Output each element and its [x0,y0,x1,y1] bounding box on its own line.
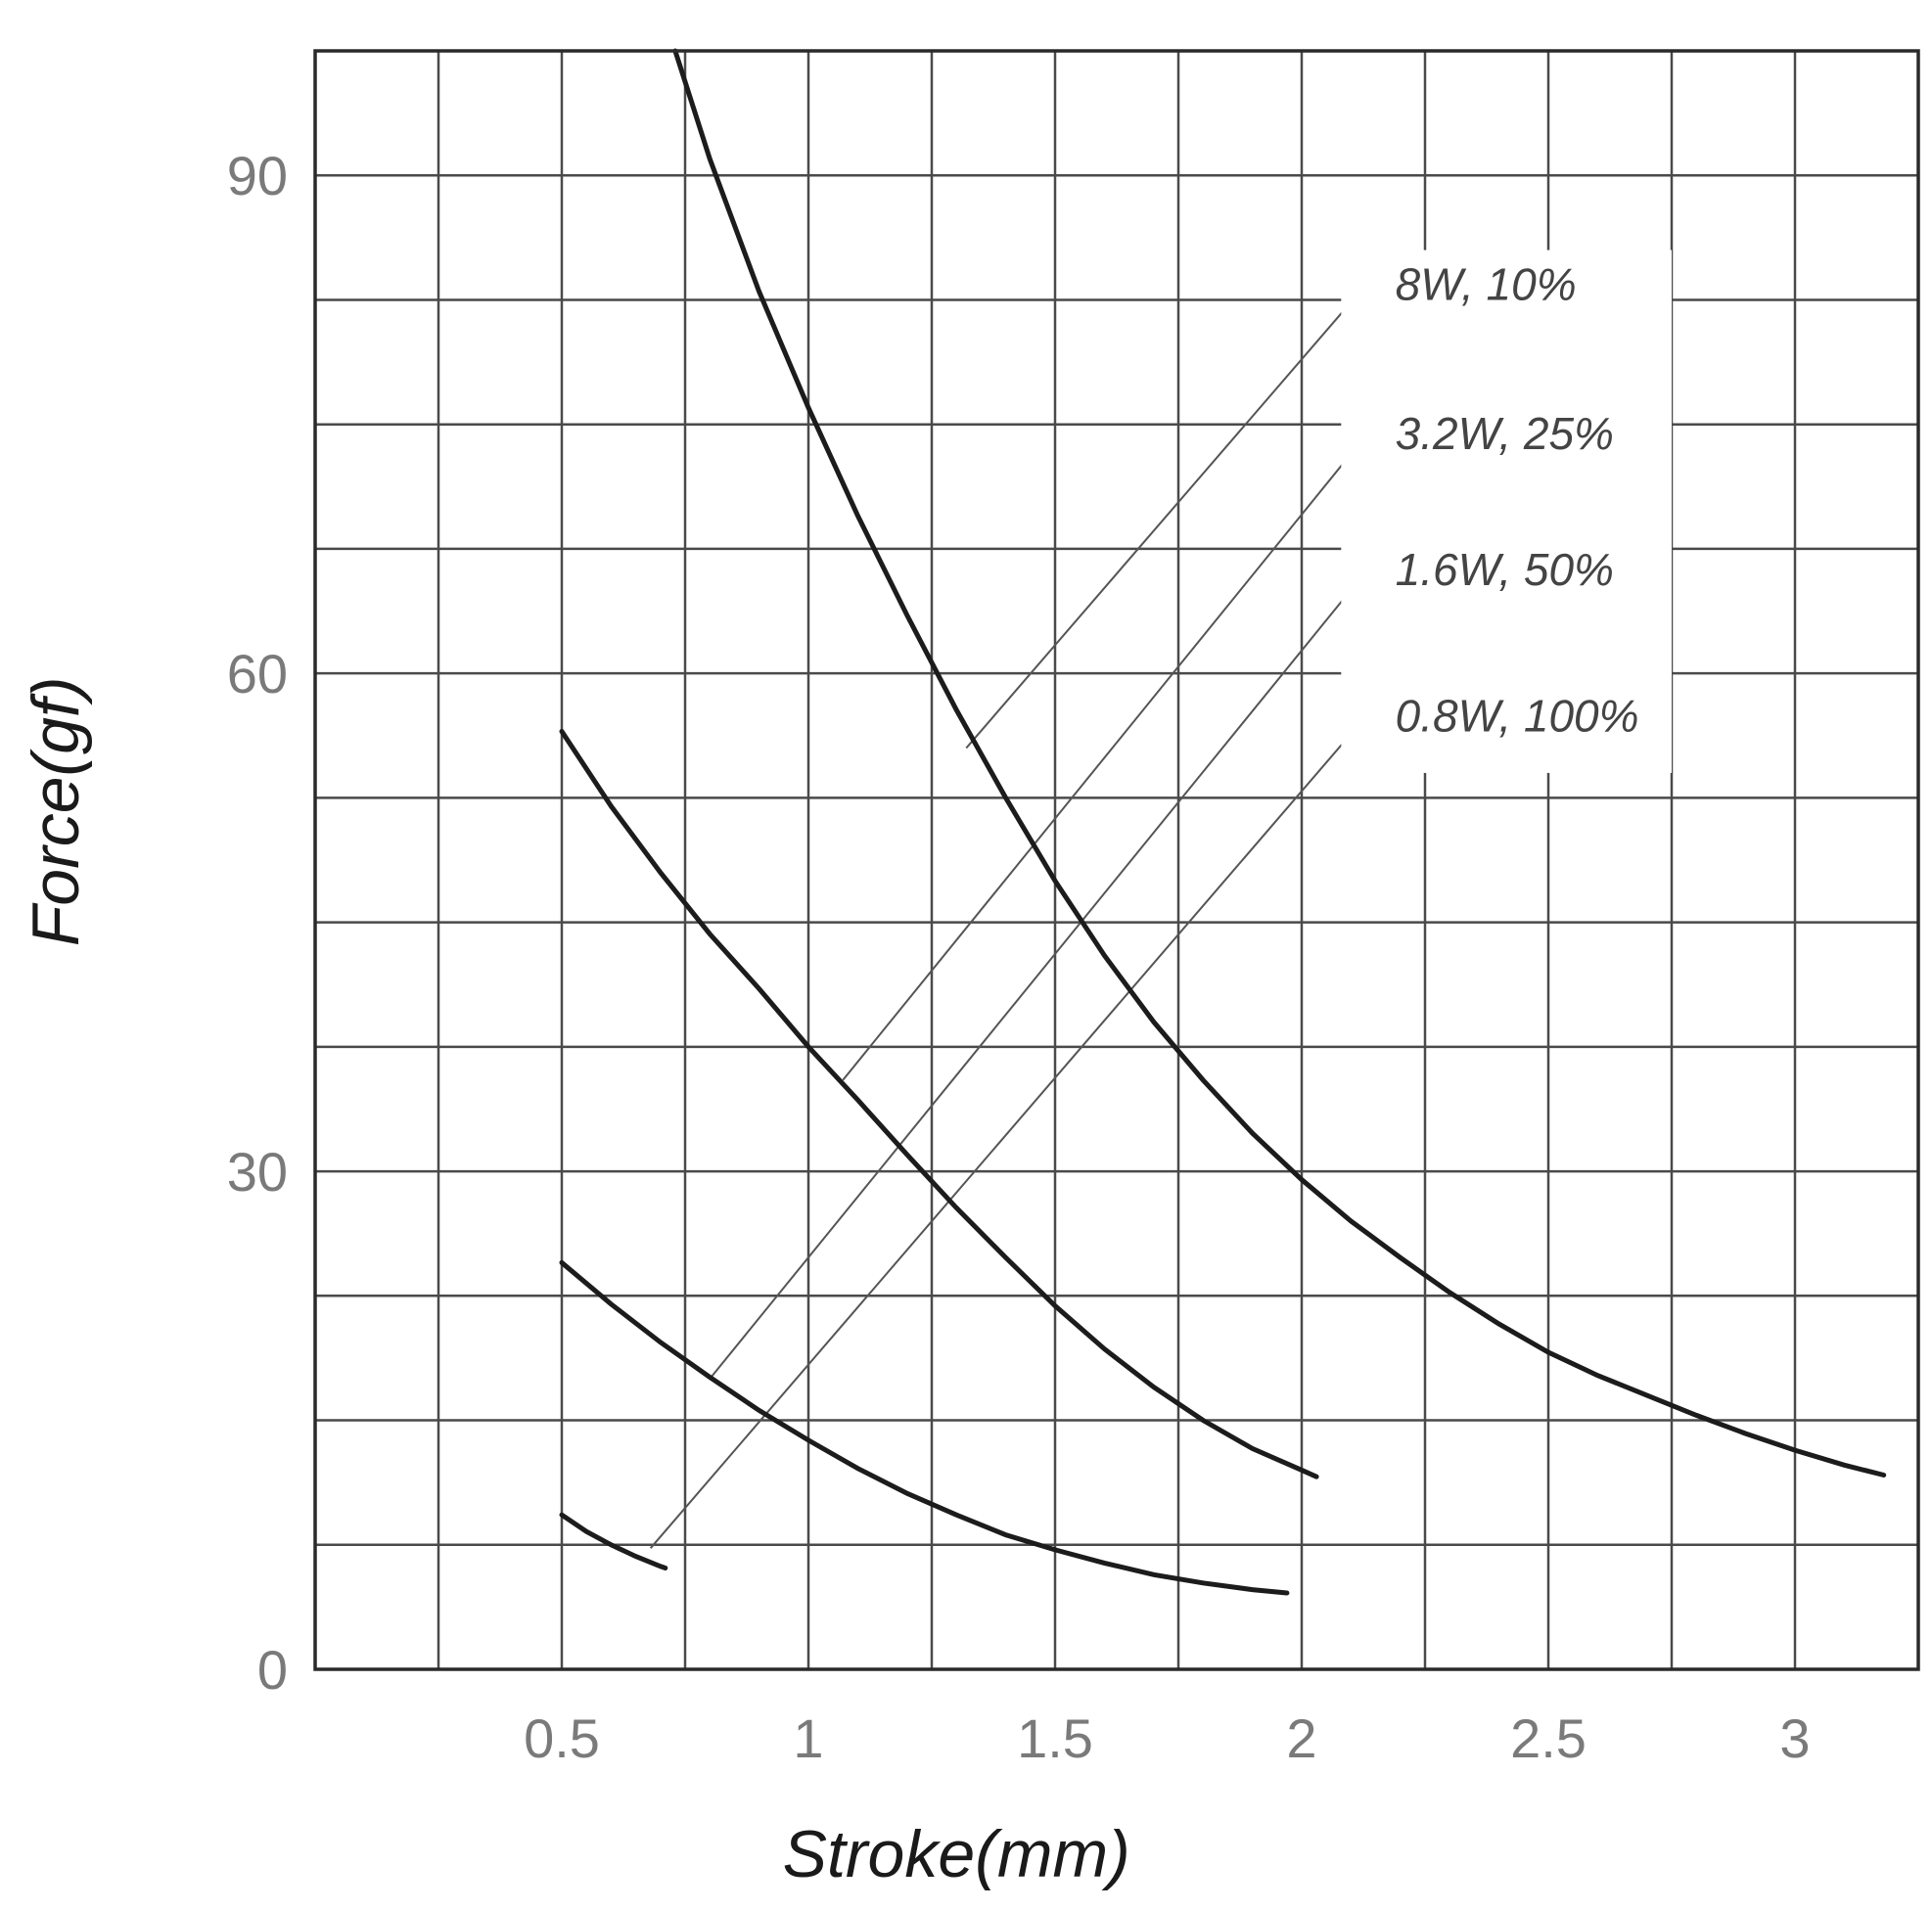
x-tick-label: 1 [793,1707,823,1769]
legend-leader-lines [649,265,1383,1549]
y-tick-label: 30 [227,1141,288,1203]
legend-label-3-2w-25: 3.2W, 25% [1396,408,1614,459]
curve-1-6w-50 [559,1259,1290,1596]
leader-line-1-6w-50 [709,551,1383,1380]
x-tick-label: 1.5 [1017,1707,1093,1769]
curve-3-2w-25 [559,729,1319,1479]
legend-box [1341,250,1672,773]
y-tick-label: 60 [227,643,288,705]
y-tick-labels: 0 30 60 90 [227,145,288,1701]
legend-label-0-8w-100: 0.8W, 100% [1396,691,1639,742]
x-axis-title: Stroke(mm) [783,1817,1130,1891]
y-tick-label: 90 [227,145,288,206]
legend-label-1-6w-50: 1.6W, 50% [1396,544,1614,595]
curves [559,48,1887,1596]
leader-line-8w-10 [965,265,1383,750]
x-tick-label: 3 [1779,1707,1810,1769]
x-tick-label: 0.5 [524,1707,600,1769]
x-tick-labels: 0.5 1 1.5 2 2.5 3 [524,1707,1811,1769]
leader-line-0-8w-100 [649,697,1383,1549]
x-tick-label: 2 [1286,1707,1316,1769]
x-tick-label: 2.5 [1510,1707,1587,1769]
plot-frame [313,49,1920,1671]
legend: 8W, 10% 3.2W, 25% 1.6W, 50% 0.8W, 100% [1396,258,1639,741]
leader-line-3-2w-25 [842,415,1383,1081]
curve-0-8w-100 [559,1512,668,1570]
y-axis-title: Force(gf) [19,676,93,946]
curve-8w-10 [672,48,1887,1478]
legend-label-8w-10: 8W, 10% [1396,258,1577,309]
y-tick-label: 0 [257,1639,288,1701]
